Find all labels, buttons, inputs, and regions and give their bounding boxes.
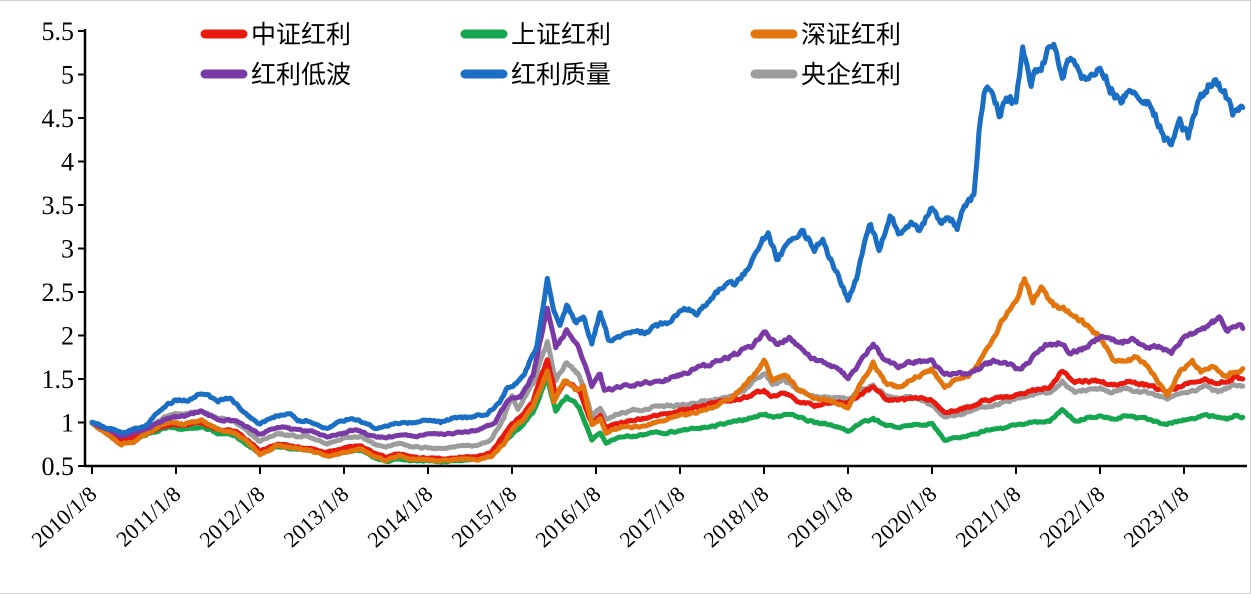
y-tick-label: 3.5 xyxy=(42,191,75,220)
legend-label-sse-dividend: 上证红利 xyxy=(511,21,611,49)
legend-label-csi-dividend: 中证红利 xyxy=(251,21,351,49)
x-tick-label: 2016/1/8 xyxy=(530,481,605,552)
x-tick-label: 2011/1/8 xyxy=(111,481,185,551)
legend-label-central-soe-dividend: 央企红利 xyxy=(801,61,901,89)
line-csi-dividend xyxy=(89,357,1246,462)
legend-item-csi-dividend: 中证红利 xyxy=(200,21,351,49)
x-tick-label: 2010/1/8 xyxy=(26,481,101,552)
x-tick-label: 2015/1/8 xyxy=(446,481,521,552)
y-tick-label: 1.5 xyxy=(42,365,75,394)
y-tick-label: 2.5 xyxy=(42,278,75,307)
legend-item-sse-dividend: 上证红利 xyxy=(460,21,611,49)
x-tick-label: 2017/1/8 xyxy=(614,481,689,552)
y-tick-label: 2 xyxy=(61,322,74,351)
x-tick-label: 2021/1/8 xyxy=(950,481,1025,552)
x-tick-label: 2019/1/8 xyxy=(782,481,857,552)
x-tick-label: 2014/1/8 xyxy=(362,481,437,552)
line-dividend-quality xyxy=(89,41,1246,436)
y-tick-label: 4 xyxy=(61,148,74,177)
legend-label-szse-dividend: 深证红利 xyxy=(801,21,901,49)
line-central-soe-dividend xyxy=(89,339,1246,452)
legend-label-dividend-low-vol: 红利低波 xyxy=(251,61,351,89)
x-tick-label: 2012/1/8 xyxy=(194,481,269,552)
y-tick-label: 0.5 xyxy=(42,452,75,481)
x-tick-label: 2022/1/8 xyxy=(1034,481,1109,552)
line-dividend-low-vol xyxy=(89,305,1246,441)
x-tick-label: 2018/1/8 xyxy=(698,481,773,552)
line-szse-dividend xyxy=(89,276,1246,464)
y-tick-label: 3 xyxy=(61,235,74,264)
y-tick-label: 5.5 xyxy=(42,17,75,46)
y-tick-label: 1 xyxy=(61,409,74,438)
legend-item-dividend-quality: 红利质量 xyxy=(460,61,611,89)
legend-item-szse-dividend: 深证红利 xyxy=(750,21,901,49)
legend-item-dividend-low-vol: 红利低波 xyxy=(200,61,351,89)
legend-item-central-soe-dividend: 央企红利 xyxy=(750,61,901,89)
x-tick-label: 2013/1/8 xyxy=(278,481,353,552)
x-tick-label: 2020/1/8 xyxy=(866,481,941,552)
y-tick-label: 4.5 xyxy=(42,104,75,133)
legend-label-dividend-quality: 红利质量 xyxy=(511,61,611,89)
y-tick-label: 5 xyxy=(61,61,74,90)
x-tick-label: 2023/1/8 xyxy=(1118,481,1193,552)
